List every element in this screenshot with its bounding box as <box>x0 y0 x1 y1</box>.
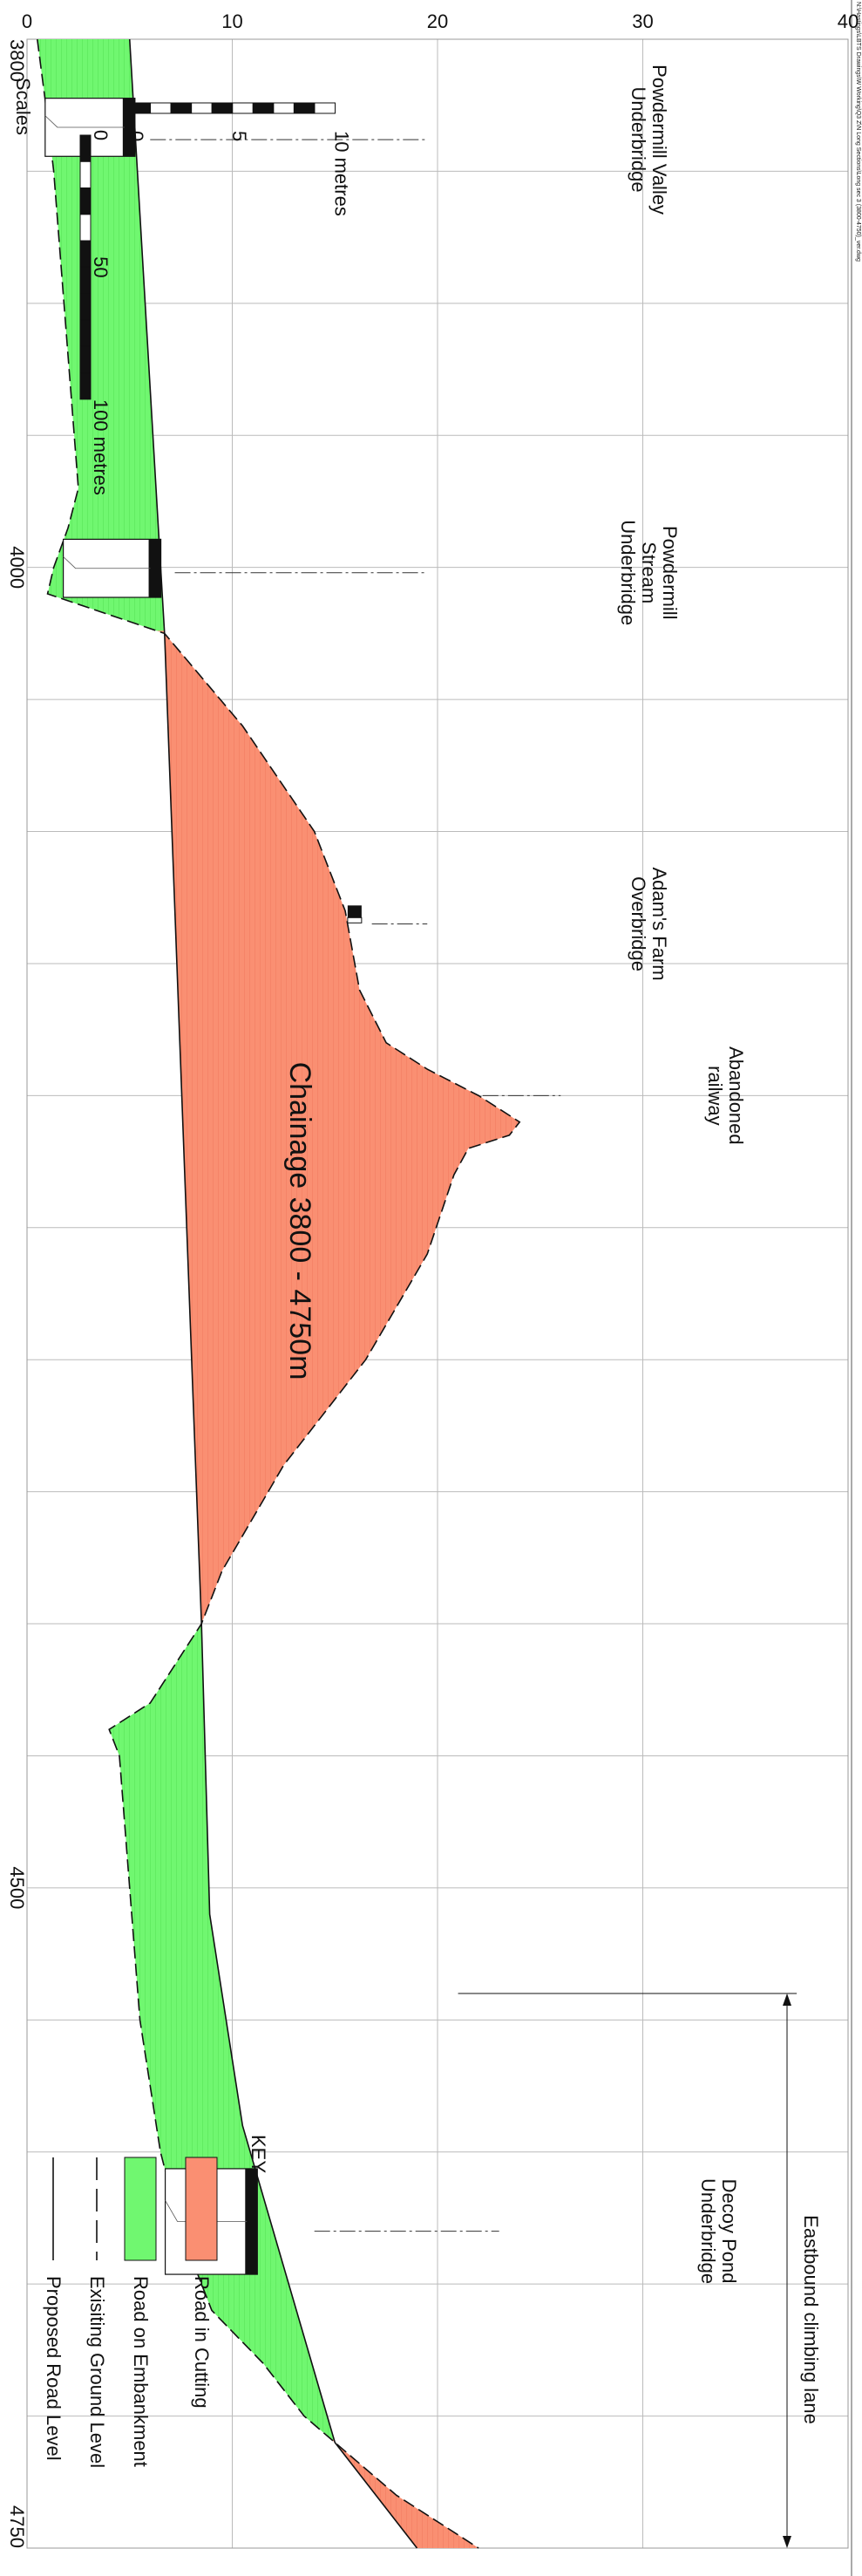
label-powdermill-stream-line: Underbridge <box>617 520 639 625</box>
horizontal-scale-segment <box>79 319 92 347</box>
y-tick-label: 10 <box>221 10 242 32</box>
x-tick-label: 3800 <box>6 39 28 82</box>
vertical-scale-label: 5 <box>228 131 250 141</box>
vertical-scale-label: 10 metres <box>331 131 353 216</box>
vertical-scale-segment <box>170 102 193 114</box>
label-decoy-pond-line: Underbridge <box>697 2178 719 2284</box>
x-tick-label: 4750 <box>6 2505 28 2548</box>
vertical-scale-segment <box>150 102 172 114</box>
vertical-scale-segment <box>191 102 213 114</box>
road-in-cutting-area <box>331 2439 479 2548</box>
vertical-scale-segment <box>211 102 234 114</box>
vertical-scale-segment <box>232 102 254 114</box>
legend-key: KEY Road in Cutting Road on Embankment Exis… <box>43 2135 269 2468</box>
road-on-embankment-area <box>109 1624 335 2440</box>
powdermill-stream-underbridge-deck <box>148 539 161 598</box>
horizontal-scale-segment <box>79 187 92 215</box>
eastbound-climbing-lane-label: Eastbound climbing lane <box>800 2215 822 2424</box>
decoy-pond-underbridge-deck <box>245 2168 258 2275</box>
label-powdermill-stream-line: Powdermill <box>659 526 681 620</box>
scales-title: Scales <box>12 78 34 135</box>
label-adams-farm-line: Overbridge <box>628 876 649 971</box>
chart-title: Chainage 3800 - 4750m <box>283 1062 316 1380</box>
vertical-scale-segment <box>314 102 336 114</box>
key-swatch <box>124 2157 157 2261</box>
label-powdermill-valley-line: Powdermill Valley <box>648 65 670 215</box>
file-path-header: N:\Hastings\LBTS Drawings\W Working\Q3 Z… <box>855 2 861 262</box>
label-abandoned-railway-line: railway <box>704 1066 726 1125</box>
chart-annotations: Powdermill ValleyUnderbridgePowdermillSt… <box>150 65 822 2548</box>
horizontal-scale-segment <box>79 214 92 242</box>
label-decoy-pond-line: Decoy Pond <box>718 2179 740 2284</box>
x-tick-label: 4500 <box>6 1866 28 1909</box>
y-tick-label: 40 <box>838 10 859 32</box>
vertical-scale-label: 0 <box>126 131 147 141</box>
horizontal-scale-segment <box>79 160 92 189</box>
y-tick-label: 0 <box>22 10 32 32</box>
road-in-cutting-area <box>156 630 520 1625</box>
key-label: Proposed Road Level <box>43 2276 64 2461</box>
vertical-scale-segment <box>129 102 152 114</box>
label-abandoned-railway-line: Abandoned <box>725 1046 747 1145</box>
key-label: Road in Cutting <box>191 2276 213 2409</box>
label-powdermill-valley-line: Underbridge <box>628 87 649 193</box>
key-title: KEY <box>248 2135 269 2173</box>
powdermill-valley-underbridge-channel <box>44 115 125 128</box>
key-label: Exisiting Ground Level <box>86 2276 108 2468</box>
horizontal-scale-segment <box>79 293 92 321</box>
label-powdermill-stream-line: Stream <box>638 542 660 603</box>
scales-block: 0 5 10 metres 0 50 100 metres Scales <box>12 78 353 495</box>
decoy-pond-underbridge-channel <box>165 2200 248 2222</box>
powdermill-stream-underbridge-channel <box>63 556 151 569</box>
vertical-scale-segment <box>293 102 316 114</box>
x-tick-label: 4000 <box>6 546 28 589</box>
horizontal-scale-label: 100 metres <box>90 399 112 495</box>
chart-ticks: 3800 4000 4500 4750 0 10 20 30 40 <box>6 10 859 2548</box>
horizontal-scale-label: 50 <box>90 256 112 277</box>
horizontal-scale-segment <box>79 345 92 374</box>
climbing-lane-arrow-head-left <box>783 1993 791 2007</box>
vertical-scale-segment <box>273 102 295 114</box>
key-swatch <box>185 2157 218 2261</box>
adams-farm-overbridge-span <box>347 917 363 923</box>
road-on-embankment-area <box>37 39 165 631</box>
horizontal-scale-label: 0 <box>90 130 112 140</box>
horizontal-scale-segment <box>79 372 92 400</box>
y-tick-label: 20 <box>427 10 448 32</box>
y-tick-label: 30 <box>632 10 653 32</box>
label-adams-farm-line: Adam's Farm <box>648 867 670 980</box>
vertical-scale-segment <box>252 102 275 114</box>
chart-areas <box>37 39 520 2548</box>
adams-farm-overbridge <box>347 905 362 918</box>
key-label: Road on Embankment <box>130 2276 152 2467</box>
climbing-lane-arrow-head-right <box>783 2536 791 2548</box>
